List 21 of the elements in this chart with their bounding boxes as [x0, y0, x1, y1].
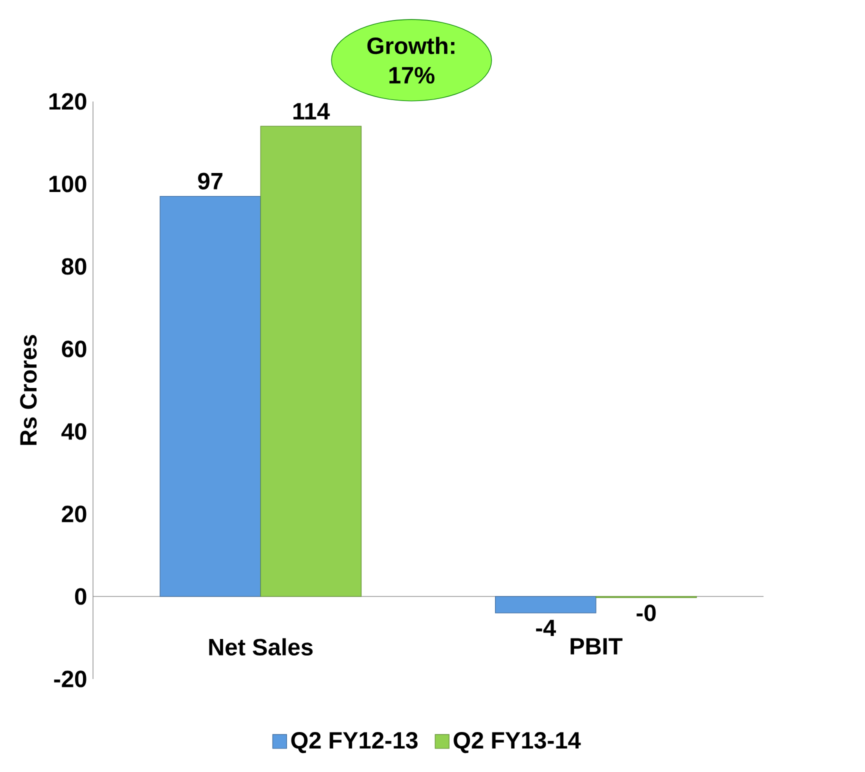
- bar: [260, 126, 362, 597]
- data-label: -0: [636, 604, 656, 622]
- legend-label: Q2 FY13-14: [454, 732, 581, 754]
- y-tick-label: -20: [54, 670, 86, 688]
- y-tick-label: 100: [49, 176, 86, 192]
- y-tick-label: 20: [62, 506, 86, 522]
- y-tick-label: 40: [61, 423, 86, 440]
- text: Growth: 17%: [367, 36, 454, 84]
- bar: [495, 596, 596, 614]
- y-axis-title: Rs Crores: [20, 334, 37, 445]
- y-tick-label: 80: [62, 258, 86, 275]
- data-label: 97: [198, 172, 222, 190]
- y-tick-label: 120: [49, 93, 86, 110]
- bar: [160, 196, 261, 597]
- y-tick-label: 60: [62, 340, 86, 358]
- x-tick-label: Net Sales: [209, 638, 313, 656]
- data-label: 114: [293, 103, 330, 120]
- data-label: -4: [536, 620, 556, 636]
- x-tick-label: PBIT: [570, 638, 622, 654]
- legend-label: Q2 FY12-13: [291, 732, 418, 754]
- y-tick-label: 0: [75, 588, 86, 605]
